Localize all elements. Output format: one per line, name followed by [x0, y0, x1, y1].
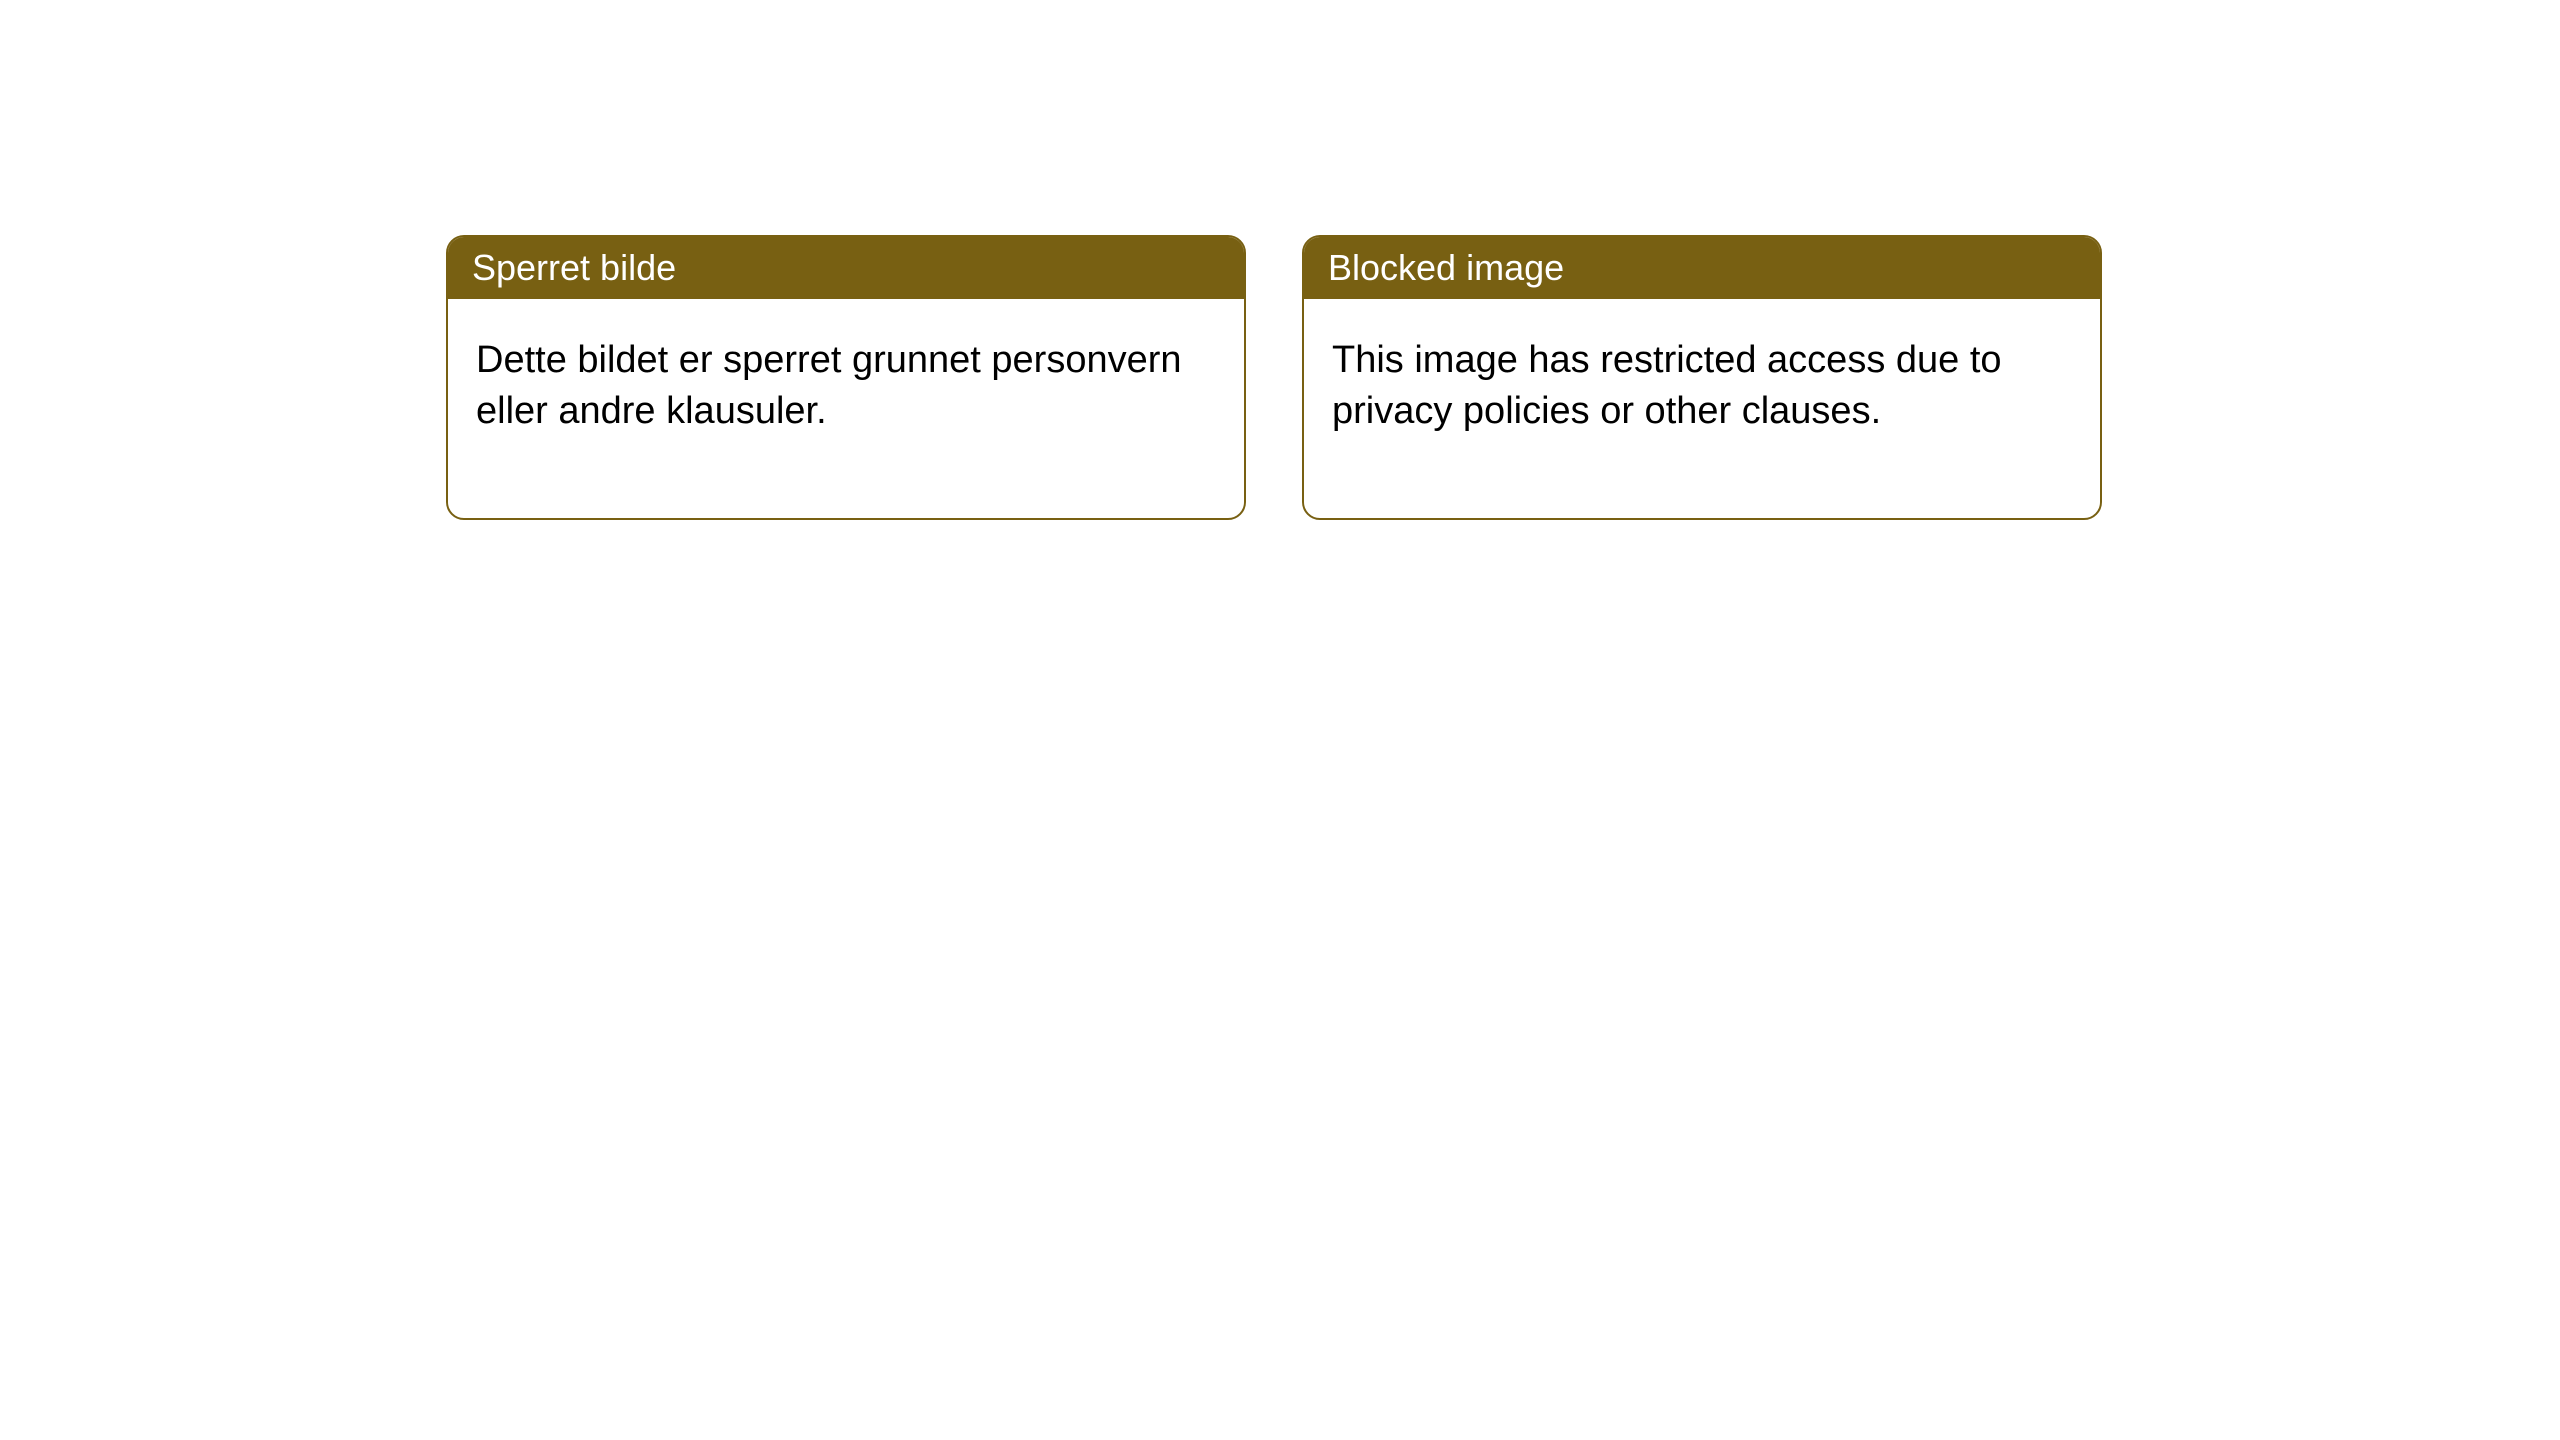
- notice-card-body: Dette bildet er sperret grunnet personve…: [448, 299, 1244, 518]
- notice-card-nb: Sperret bilde Dette bildet er sperret gr…: [446, 235, 1246, 520]
- notice-container: Sperret bilde Dette bildet er sperret gr…: [0, 0, 2560, 520]
- notice-card-en: Blocked image This image has restricted …: [1302, 235, 2102, 520]
- notice-card-body: This image has restricted access due to …: [1304, 299, 2100, 518]
- notice-card-title: Sperret bilde: [448, 237, 1244, 299]
- notice-card-title: Blocked image: [1304, 237, 2100, 299]
